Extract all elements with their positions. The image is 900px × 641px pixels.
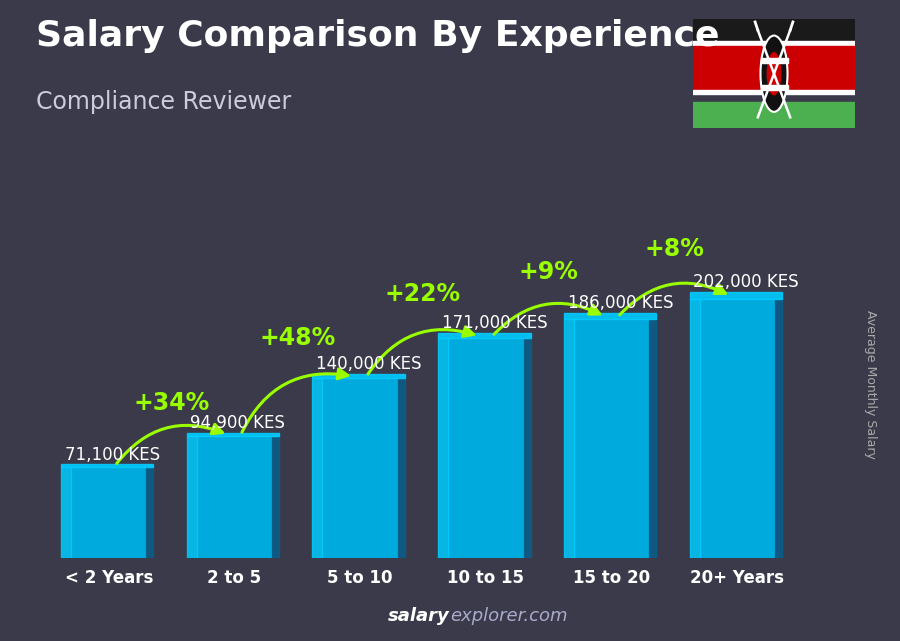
- Text: +34%: +34%: [133, 391, 210, 415]
- Bar: [649, 319, 656, 558]
- Bar: [438, 333, 531, 338]
- Text: 140,000 KES: 140,000 KES: [316, 355, 421, 373]
- Bar: [61, 467, 71, 558]
- Bar: [61, 464, 154, 467]
- Text: +22%: +22%: [385, 282, 461, 306]
- Text: salary: salary: [388, 607, 450, 625]
- Bar: [760, 85, 788, 90]
- Bar: [574, 319, 649, 558]
- Bar: [322, 378, 398, 558]
- Bar: [693, 101, 855, 128]
- Bar: [197, 436, 272, 558]
- Bar: [693, 41, 855, 46]
- Bar: [448, 338, 524, 558]
- Text: +48%: +48%: [259, 326, 336, 350]
- Text: explorer.com: explorer.com: [450, 607, 568, 625]
- Bar: [693, 19, 855, 41]
- Bar: [775, 299, 782, 558]
- Text: 171,000 KES: 171,000 KES: [442, 314, 547, 332]
- Bar: [398, 378, 405, 558]
- Bar: [699, 299, 775, 558]
- Bar: [312, 374, 405, 378]
- Bar: [147, 467, 154, 558]
- Text: +8%: +8%: [644, 237, 705, 262]
- Bar: [693, 46, 855, 90]
- Ellipse shape: [760, 35, 788, 112]
- Bar: [186, 436, 197, 558]
- Bar: [186, 433, 279, 436]
- Text: 202,000 KES: 202,000 KES: [693, 273, 799, 291]
- Bar: [693, 90, 855, 94]
- Bar: [524, 338, 531, 558]
- Text: Compliance Reviewer: Compliance Reviewer: [36, 90, 292, 113]
- Bar: [563, 319, 574, 558]
- Bar: [438, 338, 448, 558]
- Bar: [563, 313, 656, 319]
- Text: 186,000 KES: 186,000 KES: [568, 294, 673, 312]
- Text: 71,100 KES: 71,100 KES: [65, 445, 160, 464]
- Bar: [689, 299, 699, 558]
- Text: Average Monthly Salary: Average Monthly Salary: [865, 310, 878, 459]
- Text: Salary Comparison By Experience: Salary Comparison By Experience: [36, 19, 719, 53]
- Bar: [312, 378, 322, 558]
- Bar: [689, 292, 782, 299]
- Bar: [272, 436, 279, 558]
- Text: 94,900 KES: 94,900 KES: [191, 414, 285, 433]
- Text: +9%: +9%: [518, 260, 579, 284]
- Bar: [760, 58, 788, 63]
- Bar: [71, 467, 147, 558]
- Ellipse shape: [767, 52, 781, 96]
